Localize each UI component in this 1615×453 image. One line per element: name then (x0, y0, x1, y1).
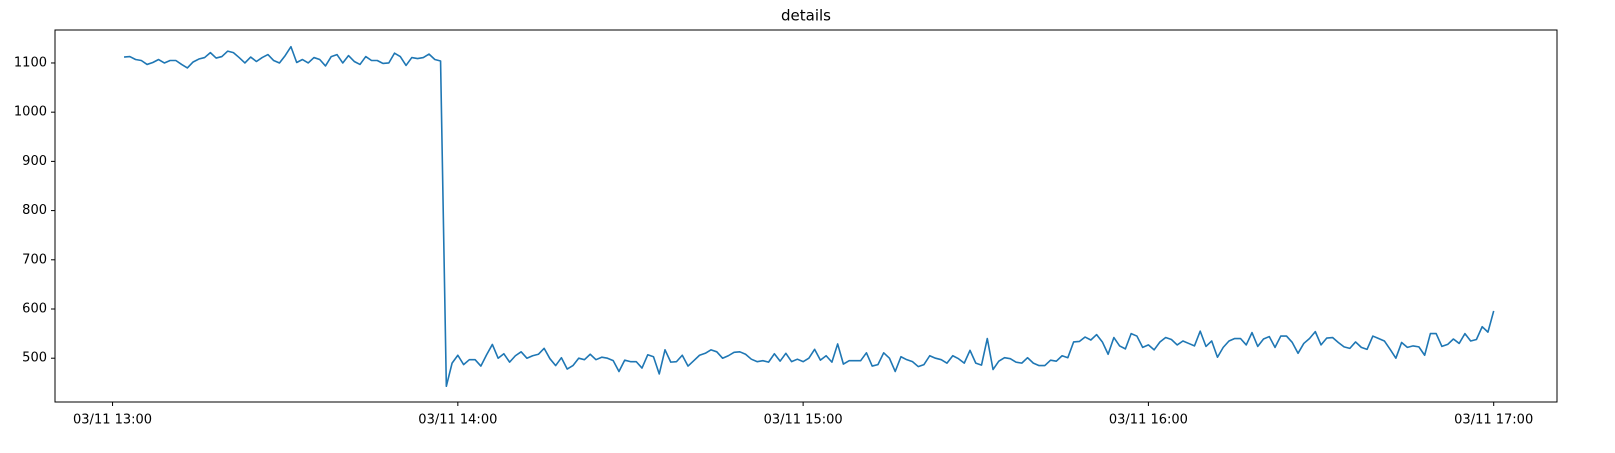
x-tick-label: 03/11 15:00 (764, 413, 843, 428)
y-tick-label: 1100 (14, 55, 47, 70)
y-tick-label: 800 (22, 203, 47, 218)
data-line (123, 45, 1495, 388)
x-tick-label: 03/11 14:00 (418, 413, 497, 428)
plot-frame (54, 29, 1558, 403)
x-tick-label: 03/11 16:00 (1109, 413, 1188, 428)
x-tick-label: 03/11 17:00 (1454, 413, 1533, 428)
y-tick-label: 900 (22, 154, 47, 169)
chart-title: details (781, 7, 831, 25)
y-tick-label: 600 (22, 302, 47, 317)
y-tick-label: 1000 (14, 105, 47, 120)
y-tick-label: 700 (22, 252, 47, 267)
x-tick-label: 03/11 13:00 (73, 413, 152, 428)
y-tick-label: 500 (22, 351, 47, 366)
